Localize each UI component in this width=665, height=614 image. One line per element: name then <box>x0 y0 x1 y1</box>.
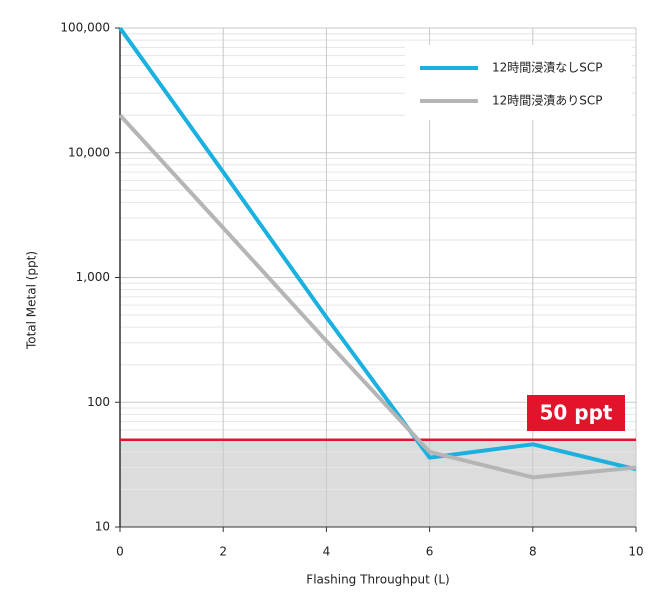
x-tick-label: 8 <box>529 545 537 559</box>
x-axis-label: Flashing Throughput (L) <box>306 573 449 587</box>
legend-box <box>405 45 632 120</box>
x-tick-label: 4 <box>323 545 331 559</box>
y-tick-label: 1,000 <box>76 270 110 284</box>
x-tick-label: 6 <box>426 545 434 559</box>
legend-label: 12時間浸漬ありSCP <box>492 93 603 108</box>
y-axis-label: Total Metal (ppt) <box>25 251 39 350</box>
x-tick-label: 10 <box>628 545 643 559</box>
legend-label: 12時間浸漬なしSCP <box>492 60 603 75</box>
y-tick-label: 10 <box>95 520 110 534</box>
threshold-area <box>120 439 636 527</box>
x-tick-label: 0 <box>116 545 124 559</box>
threshold-label-box <box>527 395 625 431</box>
data-line <box>118 113 637 480</box>
x-tick-label: 2 <box>219 545 227 559</box>
data-line <box>118 26 637 472</box>
y-tick-label: 100 <box>87 395 110 409</box>
y-tick-label: 10,000 <box>68 145 110 159</box>
threshold-label: 50 ppt <box>540 401 613 425</box>
y-tick-label: 100,000 <box>60 21 110 35</box>
